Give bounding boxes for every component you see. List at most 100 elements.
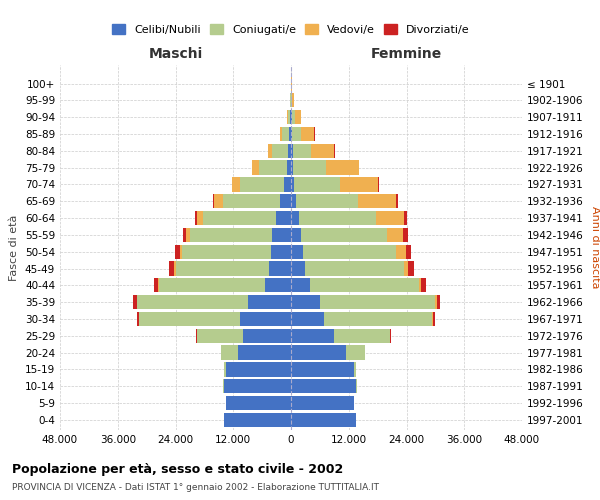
Bar: [226, 396, 291, 410]
Bar: [292, 127, 301, 141]
Bar: [183, 228, 187, 242]
Bar: [238, 346, 291, 360]
Bar: [224, 379, 291, 394]
Bar: [295, 178, 340, 192]
Bar: [390, 328, 391, 343]
Bar: [305, 262, 404, 276]
Bar: [223, 194, 280, 208]
Bar: [295, 110, 301, 124]
Bar: [291, 144, 293, 158]
Bar: [301, 228, 387, 242]
Bar: [291, 413, 356, 427]
Bar: [403, 228, 408, 242]
Bar: [291, 312, 324, 326]
Bar: [302, 244, 397, 259]
Bar: [272, 144, 287, 158]
Bar: [293, 144, 311, 158]
Bar: [291, 346, 346, 360]
Bar: [224, 413, 291, 427]
Bar: [174, 262, 176, 276]
Bar: [320, 295, 436, 310]
Bar: [137, 312, 139, 326]
Bar: [291, 396, 353, 410]
Bar: [292, 93, 293, 108]
Bar: [299, 211, 376, 225]
Bar: [291, 362, 353, 376]
Bar: [176, 262, 269, 276]
Bar: [133, 295, 137, 310]
Bar: [241, 178, 284, 192]
Bar: [346, 346, 365, 360]
Bar: [293, 160, 326, 175]
Bar: [288, 110, 290, 124]
Bar: [271, 244, 291, 259]
Bar: [187, 228, 190, 242]
Bar: [287, 144, 291, 158]
Bar: [212, 194, 214, 208]
Bar: [284, 178, 291, 192]
Bar: [179, 244, 182, 259]
Text: Maschi: Maschi: [148, 48, 203, 62]
Bar: [291, 127, 292, 141]
Bar: [197, 328, 243, 343]
Bar: [190, 228, 272, 242]
Bar: [292, 110, 295, 124]
Bar: [252, 160, 259, 175]
Bar: [358, 194, 396, 208]
Bar: [437, 295, 440, 310]
Bar: [272, 228, 291, 242]
Bar: [139, 312, 241, 326]
Bar: [154, 278, 158, 292]
Bar: [194, 211, 197, 225]
Bar: [291, 228, 301, 242]
Bar: [169, 262, 174, 276]
Bar: [291, 211, 299, 225]
Bar: [387, 228, 403, 242]
Bar: [158, 278, 265, 292]
Bar: [232, 178, 241, 192]
Bar: [290, 110, 291, 124]
Bar: [301, 127, 314, 141]
Bar: [291, 379, 356, 394]
Bar: [397, 244, 406, 259]
Bar: [269, 262, 291, 276]
Bar: [221, 346, 238, 360]
Bar: [291, 110, 292, 124]
Bar: [175, 244, 179, 259]
Bar: [265, 278, 291, 292]
Bar: [259, 160, 287, 175]
Bar: [182, 244, 271, 259]
Text: Femmine: Femmine: [371, 48, 442, 62]
Bar: [433, 312, 435, 326]
Bar: [203, 211, 275, 225]
Bar: [296, 194, 358, 208]
Bar: [224, 362, 226, 376]
Bar: [291, 295, 320, 310]
Bar: [404, 262, 408, 276]
Bar: [291, 262, 305, 276]
Bar: [421, 278, 426, 292]
Bar: [408, 262, 414, 276]
Y-axis label: Anni di nascita: Anni di nascita: [590, 206, 600, 289]
Bar: [241, 312, 291, 326]
Bar: [436, 295, 437, 310]
Bar: [324, 312, 432, 326]
Text: Popolazione per età, sesso e stato civile - 2002: Popolazione per età, sesso e stato civil…: [12, 462, 343, 475]
Bar: [287, 160, 291, 175]
Bar: [310, 278, 419, 292]
Bar: [291, 244, 302, 259]
Bar: [377, 178, 379, 192]
Bar: [334, 328, 389, 343]
Bar: [419, 278, 421, 292]
Bar: [287, 110, 288, 124]
Bar: [283, 127, 289, 141]
Bar: [396, 194, 398, 208]
Bar: [432, 312, 433, 326]
Bar: [196, 328, 197, 343]
Bar: [197, 211, 203, 225]
Bar: [406, 244, 411, 259]
Bar: [226, 362, 291, 376]
Bar: [275, 211, 291, 225]
Bar: [268, 144, 272, 158]
Text: PROVINCIA DI VICENZA - Dati ISTAT 1° gennaio 2002 - Elaborazione TUTTITALIA.IT: PROVINCIA DI VICENZA - Dati ISTAT 1° gen…: [12, 484, 379, 492]
